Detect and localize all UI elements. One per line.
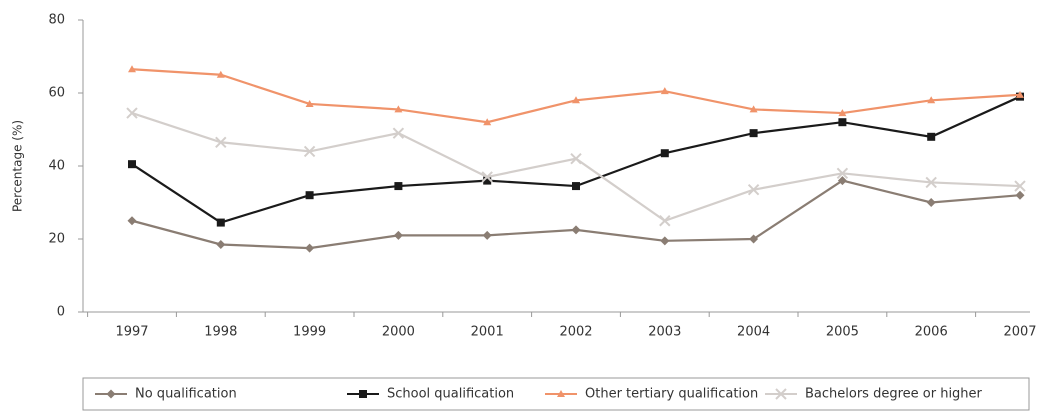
data-point bbox=[570, 152, 582, 165]
data-point bbox=[481, 171, 493, 183]
x-tick-label: 2002 bbox=[559, 325, 592, 340]
data-point bbox=[483, 118, 492, 126]
data-point bbox=[303, 145, 316, 158]
legend-box bbox=[82, 377, 1030, 411]
data-point bbox=[392, 127, 405, 139]
data-point bbox=[927, 96, 936, 104]
data-point bbox=[305, 191, 314, 200]
x-tick-label: 1997 bbox=[115, 325, 148, 340]
data-point bbox=[749, 234, 759, 244]
x-tick-label: 2003 bbox=[648, 325, 681, 340]
legend-label: Bachelors degree or higher bbox=[805, 387, 983, 402]
data-point bbox=[1014, 180, 1026, 192]
y-tick-label: 20 bbox=[48, 232, 65, 247]
data-point bbox=[216, 70, 225, 78]
data-point bbox=[927, 132, 936, 141]
x-tick-label: 2004 bbox=[737, 325, 770, 340]
legend-label: School qualification bbox=[387, 387, 514, 402]
data-point bbox=[837, 176, 847, 186]
data-point bbox=[926, 198, 936, 207]
data-point bbox=[128, 65, 136, 73]
legend-marker bbox=[359, 390, 367, 398]
x-tick-label: 1998 bbox=[204, 325, 237, 340]
y-tick-label: 0 bbox=[57, 305, 65, 320]
data-point bbox=[483, 176, 492, 185]
data-point bbox=[393, 230, 403, 240]
legend-label: Other tertiary qualification bbox=[585, 387, 758, 402]
x-tick-label: 2007 bbox=[1003, 325, 1036, 340]
data-point bbox=[305, 243, 315, 253]
x-tick-label: 2001 bbox=[471, 325, 504, 340]
data-point bbox=[660, 149, 669, 158]
data-point bbox=[571, 225, 581, 235]
legend-label: No qualification bbox=[135, 387, 237, 402]
data-point bbox=[836, 167, 849, 180]
data-point bbox=[838, 118, 847, 127]
series-line bbox=[131, 68, 1021, 124]
data-point bbox=[482, 230, 492, 240]
data-point bbox=[838, 109, 847, 117]
data-point bbox=[572, 182, 580, 191]
x-tick-label: 2005 bbox=[826, 325, 859, 340]
data-point bbox=[215, 136, 227, 148]
x-tick-label: 2006 bbox=[915, 325, 948, 340]
data-point bbox=[659, 215, 671, 227]
data-point bbox=[1015, 190, 1025, 200]
data-point bbox=[394, 182, 403, 191]
y-tick-label: 60 bbox=[48, 86, 65, 101]
data-point bbox=[660, 236, 670, 246]
legend-marker bbox=[106, 389, 116, 399]
x-tick-label: 1999 bbox=[293, 325, 326, 340]
legend-marker bbox=[775, 388, 787, 400]
data-point bbox=[749, 129, 758, 138]
y-axis-label: Percentage (%) bbox=[11, 120, 25, 212]
data-point bbox=[305, 99, 314, 107]
data-point bbox=[216, 239, 226, 249]
data-point bbox=[747, 184, 760, 196]
series-line bbox=[131, 179, 1021, 250]
data-point bbox=[216, 218, 225, 227]
data-point bbox=[126, 107, 138, 119]
data-point bbox=[660, 87, 669, 95]
y-tick-label: 80 bbox=[48, 13, 65, 28]
data-point bbox=[1016, 90, 1024, 98]
data-point bbox=[127, 216, 137, 226]
x-tick-label: 2000 bbox=[382, 325, 415, 340]
data-point bbox=[394, 105, 403, 113]
data-point bbox=[925, 176, 937, 189]
legend-marker bbox=[557, 390, 565, 397]
data-point bbox=[128, 160, 136, 169]
y-tick-label: 40 bbox=[48, 159, 65, 174]
data-point bbox=[572, 96, 580, 104]
data-point bbox=[749, 105, 758, 113]
